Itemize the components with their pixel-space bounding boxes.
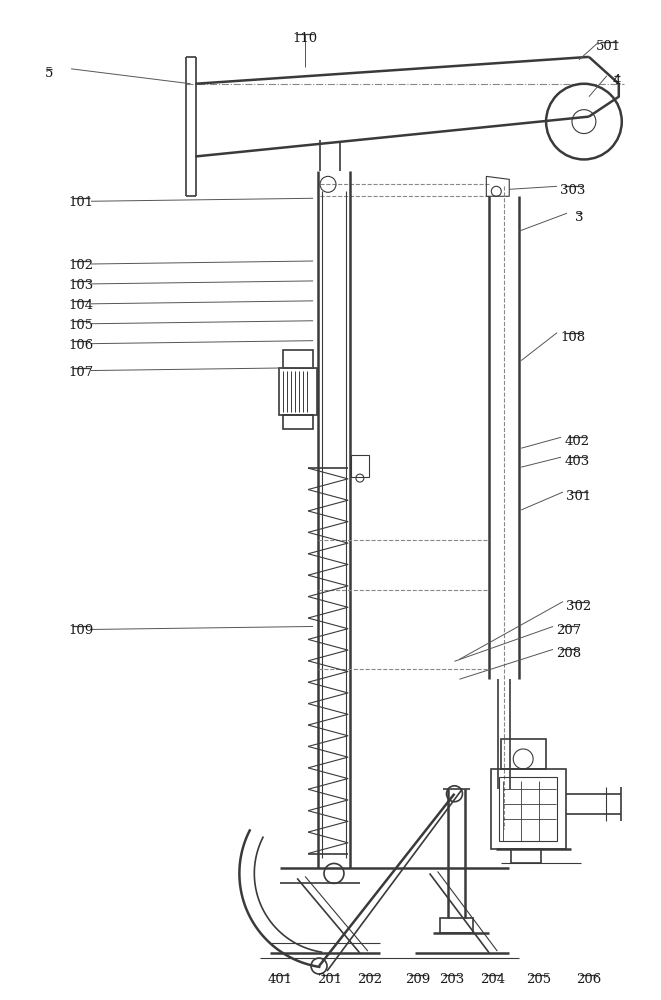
Text: 105: 105 bbox=[69, 319, 94, 332]
Text: 303: 303 bbox=[561, 184, 586, 197]
Bar bbox=[499, 777, 557, 841]
Text: 302: 302 bbox=[566, 600, 592, 613]
Text: 208: 208 bbox=[557, 647, 582, 660]
Text: 5: 5 bbox=[45, 67, 54, 80]
Bar bbox=[440, 918, 473, 933]
Text: 207: 207 bbox=[557, 624, 582, 637]
Bar bbox=[279, 368, 317, 415]
Text: 109: 109 bbox=[69, 624, 94, 637]
Text: 102: 102 bbox=[69, 259, 94, 272]
Text: 103: 103 bbox=[69, 279, 94, 292]
Text: 3: 3 bbox=[574, 211, 583, 224]
Text: 104: 104 bbox=[69, 299, 94, 312]
Bar bbox=[283, 415, 313, 429]
Text: 204: 204 bbox=[480, 973, 505, 986]
Text: 107: 107 bbox=[69, 366, 94, 379]
Text: 403: 403 bbox=[564, 455, 590, 468]
Text: 402: 402 bbox=[564, 435, 590, 448]
Text: 108: 108 bbox=[561, 331, 586, 344]
Text: 205: 205 bbox=[527, 973, 552, 986]
Text: 203: 203 bbox=[439, 973, 464, 986]
Bar bbox=[351, 455, 369, 477]
Text: 401: 401 bbox=[268, 973, 293, 986]
Text: 202: 202 bbox=[358, 973, 383, 986]
Text: 209: 209 bbox=[405, 973, 430, 986]
Bar bbox=[511, 849, 541, 863]
Text: 301: 301 bbox=[566, 490, 592, 503]
Text: 501: 501 bbox=[596, 40, 621, 53]
Text: 4: 4 bbox=[613, 74, 621, 87]
Text: 201: 201 bbox=[317, 973, 342, 986]
Text: 101: 101 bbox=[69, 196, 94, 209]
Bar bbox=[491, 769, 566, 849]
Bar bbox=[283, 350, 313, 368]
Text: 206: 206 bbox=[576, 973, 602, 986]
Bar bbox=[501, 739, 546, 769]
Text: 110: 110 bbox=[293, 32, 318, 45]
Text: 106: 106 bbox=[69, 339, 94, 352]
